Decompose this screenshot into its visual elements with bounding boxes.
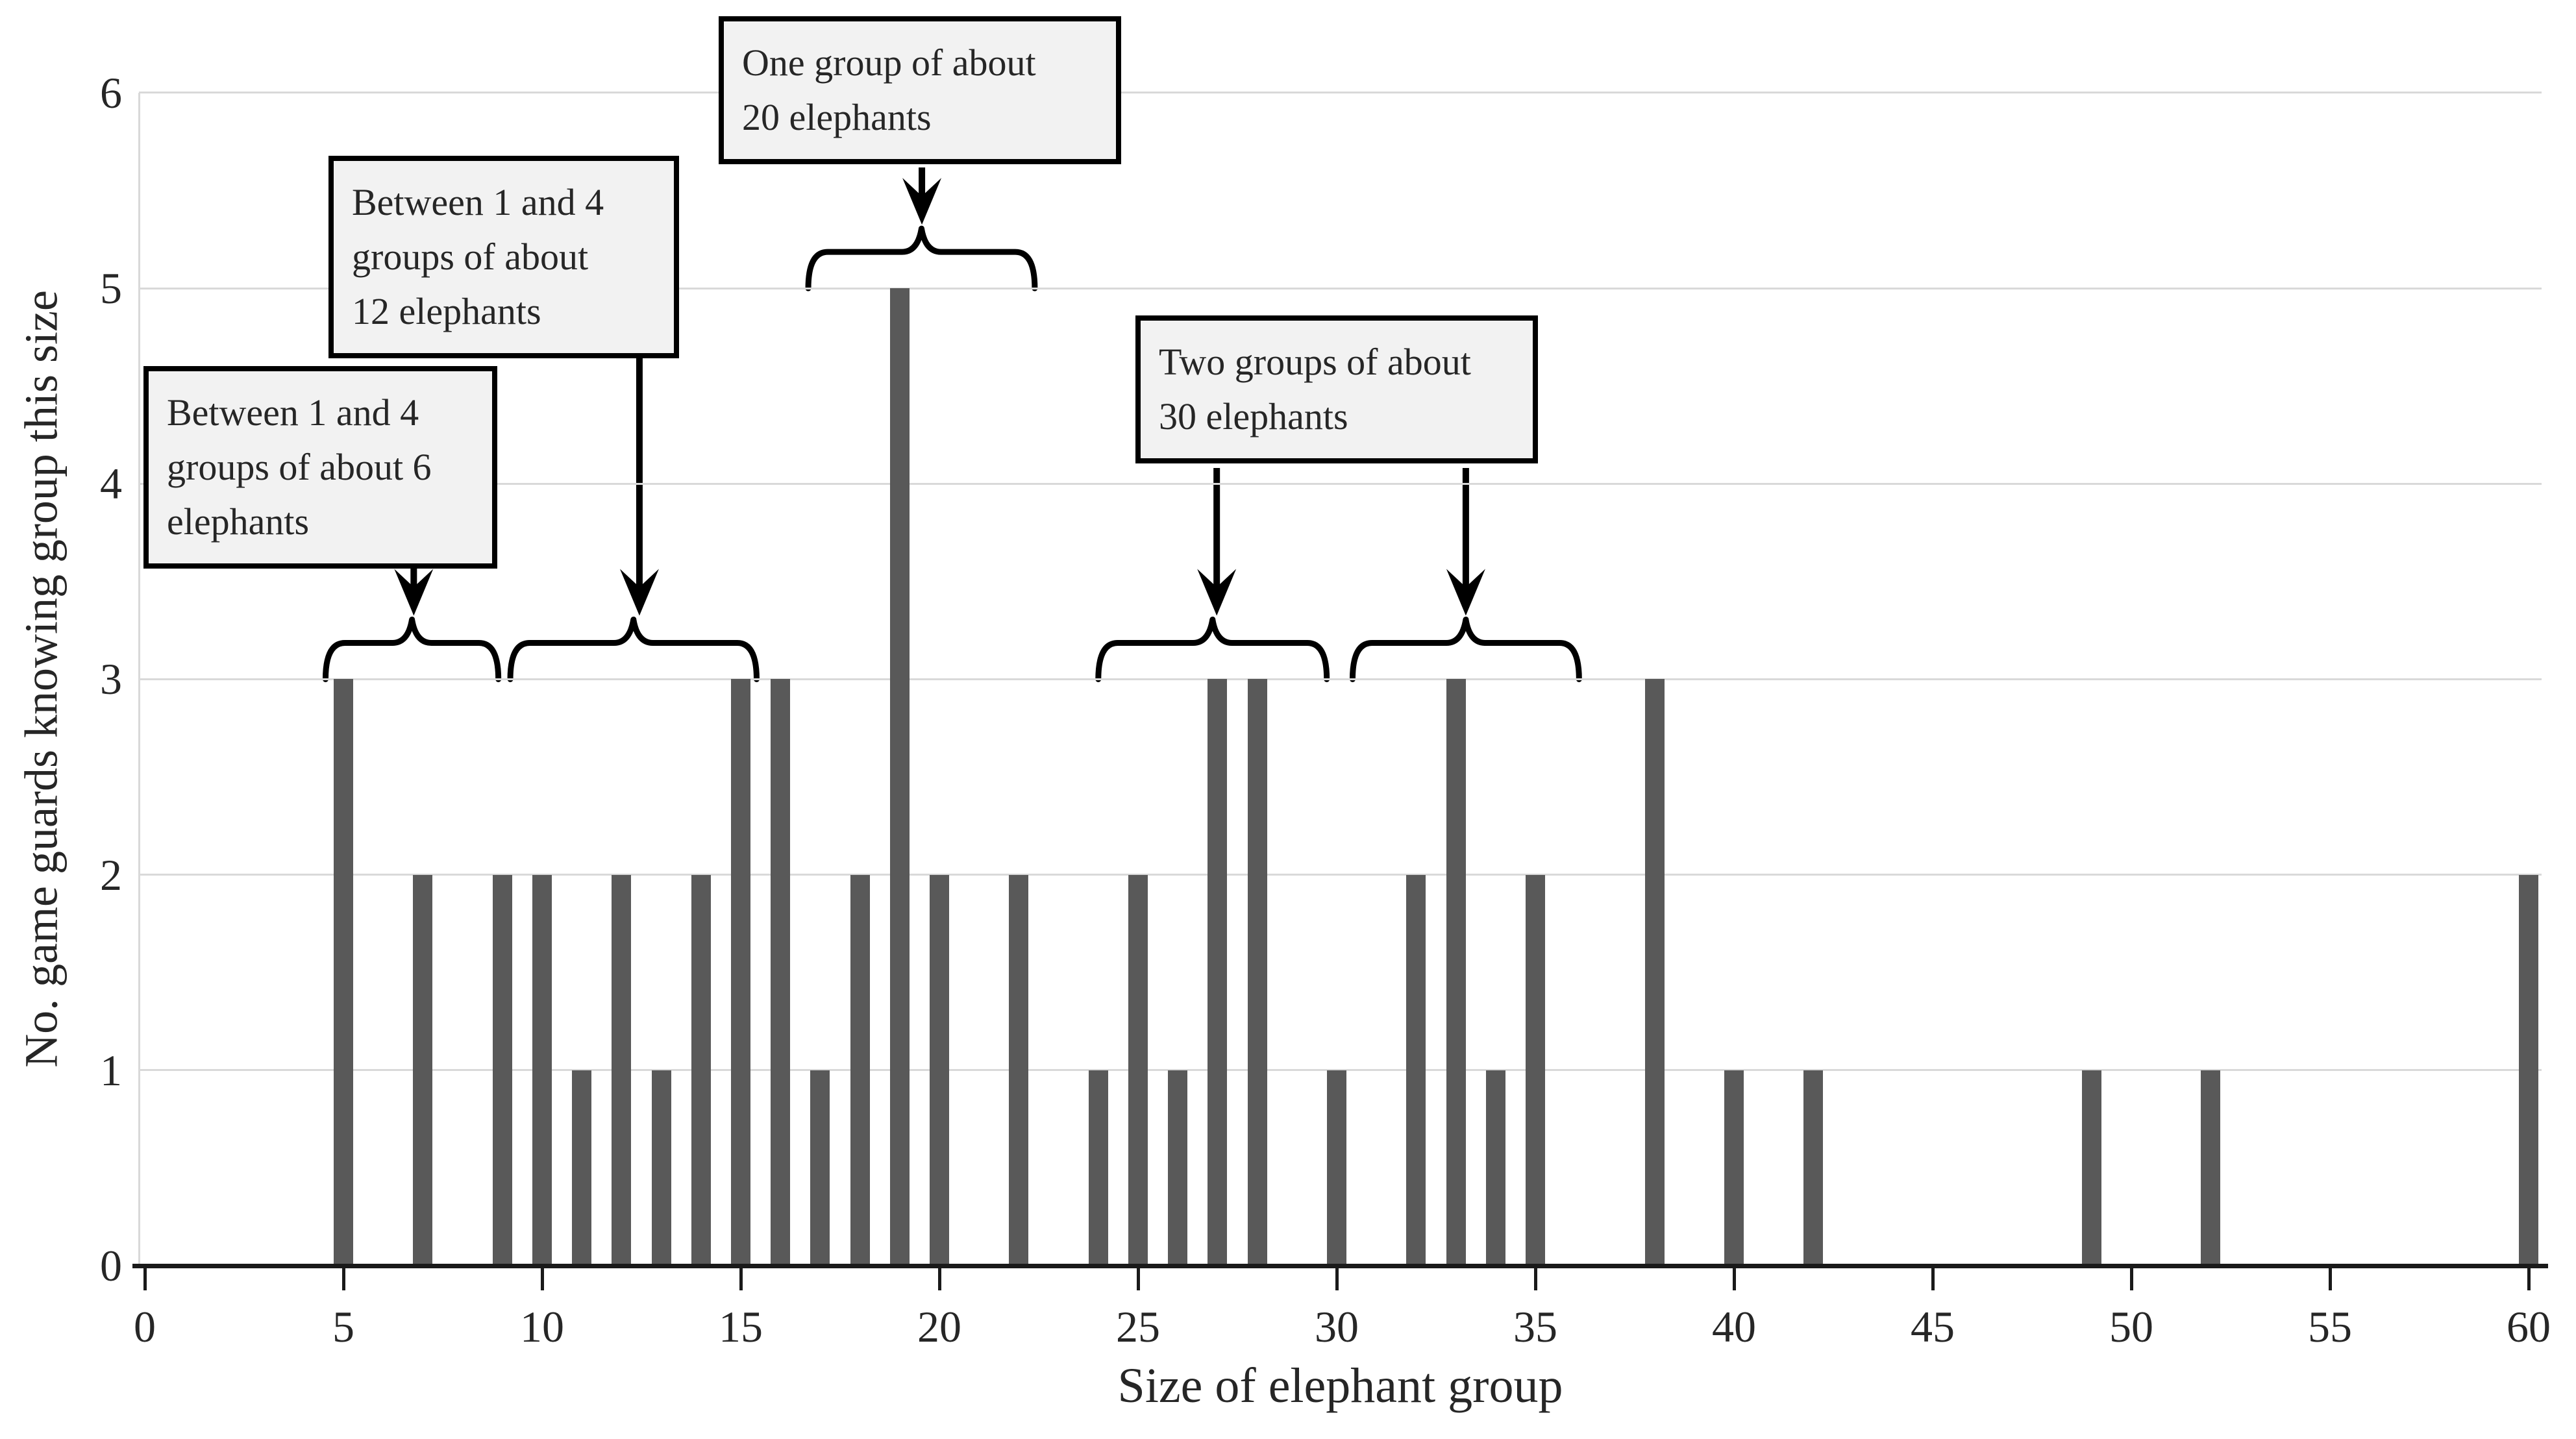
y-tick-label: 6	[100, 68, 122, 117]
y-tick-label: 3	[100, 654, 122, 704]
bar-size-10	[532, 874, 552, 1266]
arrow-head-about-30	[1197, 569, 1237, 616]
annotation-box-about-6: Between 1 and 4 groups of about 6 elephant…	[143, 366, 497, 569]
annotation-line: Between 1 and 4	[352, 181, 604, 223]
x-tick-label: 25	[1116, 1302, 1160, 1351]
x-tick	[2527, 1268, 2531, 1290]
bar-size-26	[1168, 1070, 1188, 1266]
annotation-box-about-30: Two groups of about 30 elephants	[1135, 315, 1538, 464]
brace-about-30	[1095, 616, 1330, 682]
bar-size-25	[1128, 874, 1148, 1266]
arrow-head-about-30	[1446, 569, 1485, 616]
brace-about-30	[1349, 616, 1582, 682]
bar-size-19	[889, 288, 910, 1266]
gridline	[139, 92, 2542, 94]
x-tick	[2328, 1268, 2332, 1290]
annotation-line: groups of about	[352, 236, 589, 278]
gridline	[139, 482, 2542, 485]
x-tick-label: 60	[2507, 1302, 2551, 1351]
bar-size-12	[612, 874, 632, 1266]
bar-size-24	[1088, 1070, 1108, 1266]
bar-size-34	[1485, 1070, 1505, 1266]
y-tick-label: 0	[100, 1241, 122, 1290]
bar-size-13	[651, 1070, 671, 1266]
brace-about-6	[322, 616, 502, 682]
bar-size-16	[771, 679, 791, 1266]
x-tick	[739, 1268, 743, 1290]
annotation-line: 30 elephants	[1159, 395, 1348, 438]
x-tick	[2129, 1268, 2133, 1290]
bar-size-9	[492, 874, 512, 1266]
x-tick	[1533, 1268, 1537, 1290]
bar-size-14	[691, 874, 711, 1266]
annotation-box-about-20: One group of about 20 elephants	[719, 16, 1121, 165]
x-tick-label: 30	[1315, 1302, 1359, 1351]
x-axis-title: Size of elephant group	[1117, 1359, 1563, 1413]
x-tick-label: 55	[2308, 1302, 2352, 1351]
bar-size-49	[2081, 1070, 2101, 1266]
bar-size-18	[850, 874, 870, 1266]
x-tick-label: 20	[917, 1302, 961, 1351]
x-tick-label: 45	[1911, 1302, 1955, 1351]
arrow-head-about-12	[619, 569, 659, 616]
annotation-line: Two groups of about	[1159, 341, 1471, 383]
x-tick-label: 50	[2109, 1302, 2153, 1351]
bar-size-17	[810, 1070, 830, 1266]
bar-size-52	[2201, 1070, 2221, 1266]
y-tick-label: 5	[100, 264, 122, 314]
bar-size-22	[1009, 874, 1029, 1266]
bar-size-60	[2519, 874, 2538, 1266]
annotation-line: 20 elephants	[742, 96, 932, 139]
y-tick-label: 1	[100, 1045, 122, 1095]
bar-size-5	[334, 679, 353, 1266]
x-tick	[1931, 1268, 1935, 1290]
x-tick-label: 15	[719, 1302, 763, 1351]
bar-size-20	[930, 874, 949, 1266]
y-tick-label: 4	[100, 459, 122, 509]
bar-size-32	[1406, 874, 1426, 1266]
annotation-line: One group of about	[742, 42, 1036, 84]
y-tick-label: 2	[100, 850, 122, 900]
x-tick-label: 35	[1513, 1302, 1557, 1351]
x-tick	[937, 1268, 941, 1290]
bar-size-35	[1526, 874, 1545, 1266]
bar-size-38	[1644, 679, 1665, 1266]
bar-size-7	[413, 874, 433, 1266]
gridline	[139, 874, 2542, 876]
x-tick	[1136, 1268, 1140, 1290]
gridline	[139, 678, 2542, 680]
bar-size-30	[1327, 1070, 1346, 1266]
gridline	[139, 287, 2542, 289]
bar-size-42	[1803, 1070, 1824, 1266]
x-tick-label: 0	[134, 1302, 156, 1351]
x-axis-line	[132, 1264, 2548, 1268]
brace-about-12	[507, 616, 760, 682]
bar-size-11	[572, 1070, 592, 1266]
arrow-head-about-6	[394, 569, 434, 616]
annotation-line: groups of about 6	[167, 446, 432, 489]
x-tick	[540, 1268, 544, 1290]
x-tick-label: 5	[332, 1302, 354, 1351]
bar-size-33	[1446, 679, 1466, 1266]
bar-size-27	[1208, 679, 1228, 1266]
x-tick	[341, 1268, 345, 1290]
bar-size-40	[1724, 1070, 1744, 1266]
annotation-line: 12 elephants	[352, 290, 541, 333]
x-tick	[1335, 1268, 1339, 1290]
x-tick-label: 10	[520, 1302, 564, 1351]
bar-size-28	[1247, 679, 1267, 1266]
arrow-head-about-20	[902, 178, 942, 225]
annotation-line: elephants	[167, 500, 310, 543]
annotation-line: Between 1 and 4	[167, 391, 419, 434]
plot-left-border	[138, 93, 140, 1266]
x-tick-label: 40	[1712, 1302, 1756, 1351]
annotation-box-about-12: Between 1 and 4 groups of about 12 elephan…	[328, 156, 679, 359]
bar-size-15	[731, 679, 750, 1266]
x-tick	[143, 1268, 147, 1290]
brace-about-20	[805, 225, 1038, 291]
x-tick	[1732, 1268, 1736, 1290]
